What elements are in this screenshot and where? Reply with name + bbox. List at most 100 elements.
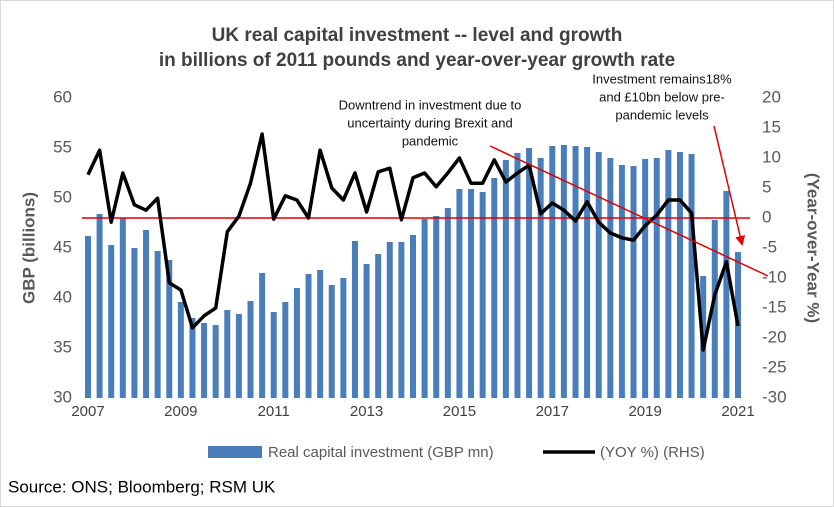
bar bbox=[386, 242, 393, 398]
y2-axis-label: (Year-over-Year %) bbox=[804, 173, 823, 323]
y-tick-label: 60 bbox=[53, 87, 72, 106]
bar bbox=[572, 146, 579, 398]
trend-arrow bbox=[489, 145, 769, 277]
bar bbox=[305, 274, 312, 398]
bar bbox=[85, 236, 91, 398]
x-tick-label: 2019 bbox=[628, 403, 661, 420]
bar bbox=[630, 166, 637, 398]
legend-label: Real capital investment (GBP mn) bbox=[268, 444, 494, 461]
bar bbox=[201, 323, 208, 398]
annotation: and £10bn below pre- bbox=[599, 89, 725, 104]
bar bbox=[398, 242, 405, 398]
x-tick-label: 2007 bbox=[71, 403, 104, 420]
chart-title: UK real capital investment -- level and … bbox=[212, 25, 623, 46]
x-tick-label: 2021 bbox=[721, 403, 754, 420]
y2-tick-label: -30 bbox=[762, 387, 787, 406]
y2-tick-label: -10 bbox=[762, 267, 787, 286]
bar bbox=[317, 270, 324, 398]
bar bbox=[212, 325, 219, 398]
y2-tick-label: 15 bbox=[762, 117, 781, 136]
annotation: Investment remains18% bbox=[592, 71, 732, 86]
bar bbox=[433, 216, 440, 398]
callout-arrow bbox=[713, 125, 746, 246]
y2-tick-label: 10 bbox=[762, 147, 781, 166]
bar bbox=[526, 148, 533, 398]
bar bbox=[96, 214, 103, 398]
y2-tick-label: 5 bbox=[762, 177, 771, 196]
x-tick-label: 2011 bbox=[258, 403, 290, 420]
bar bbox=[410, 235, 416, 398]
legend-label: (YOY %) (RHS) bbox=[600, 444, 705, 461]
y-tick-label: 55 bbox=[53, 137, 72, 156]
bar bbox=[351, 241, 358, 398]
annotation: Downtrend in investment due to bbox=[339, 97, 522, 112]
plot-area: 30354045505560-30-25-20-15-10-5051015202… bbox=[53, 87, 787, 419]
bar bbox=[340, 278, 347, 398]
y2-tick-label: -15 bbox=[762, 297, 787, 316]
x-tick-label: 2015 bbox=[443, 403, 476, 420]
y2-tick-label: -20 bbox=[762, 327, 787, 346]
y2-tick-label: -25 bbox=[762, 357, 787, 376]
bar bbox=[584, 147, 591, 398]
bar bbox=[328, 285, 335, 398]
bar bbox=[189, 318, 196, 398]
bar bbox=[479, 192, 486, 398]
bar bbox=[607, 158, 614, 398]
y2-tick-label: 20 bbox=[762, 87, 781, 106]
bar bbox=[502, 160, 509, 398]
legend-swatch bbox=[208, 446, 262, 458]
bar bbox=[468, 189, 475, 398]
bar bbox=[491, 178, 498, 398]
x-tick-label: 2009 bbox=[164, 403, 197, 420]
y-axis-label: GBP (billions) bbox=[19, 192, 38, 304]
bar bbox=[270, 312, 277, 398]
y2-tick-label: -5 bbox=[762, 237, 777, 256]
bar bbox=[665, 150, 672, 398]
bar bbox=[642, 159, 649, 398]
y-tick-label: 45 bbox=[53, 237, 72, 256]
bar bbox=[723, 191, 730, 398]
bar bbox=[711, 220, 718, 398]
bar bbox=[235, 314, 242, 398]
bar bbox=[259, 273, 266, 398]
bar bbox=[421, 219, 428, 398]
bar bbox=[653, 158, 660, 398]
bar bbox=[154, 251, 161, 398]
bar bbox=[537, 158, 544, 398]
bar bbox=[131, 248, 138, 398]
y2-tick-label: 0 bbox=[762, 207, 771, 226]
annotation: uncertainty during Brexit and bbox=[347, 115, 512, 130]
bar bbox=[456, 189, 463, 398]
annotation: pandemic bbox=[402, 133, 459, 148]
bar bbox=[247, 301, 254, 398]
line-series bbox=[86, 132, 740, 352]
bar bbox=[282, 302, 289, 398]
bar bbox=[688, 154, 695, 398]
bar bbox=[224, 310, 231, 398]
y-tick-label: 30 bbox=[53, 387, 72, 406]
bar bbox=[166, 260, 173, 398]
bar bbox=[444, 208, 451, 398]
bar bbox=[618, 165, 625, 398]
bar bbox=[108, 245, 115, 398]
chart-subtitle: in billions of 2011 pounds and year-over… bbox=[159, 50, 675, 71]
bar bbox=[549, 146, 556, 398]
bar bbox=[119, 218, 126, 398]
x-tick-label: 2017 bbox=[536, 403, 569, 420]
bar bbox=[363, 264, 370, 398]
annotation: pandemic levels bbox=[615, 107, 709, 122]
x-tick-label: 2013 bbox=[350, 403, 383, 420]
y-tick-label: 35 bbox=[53, 337, 72, 356]
y-tick-label: 40 bbox=[53, 287, 72, 306]
bar bbox=[560, 145, 567, 398]
bar bbox=[293, 288, 300, 398]
bar bbox=[375, 254, 382, 398]
bar bbox=[676, 152, 683, 398]
bar bbox=[177, 302, 184, 398]
bar bbox=[595, 152, 602, 398]
y-tick-label: 50 bbox=[53, 187, 72, 206]
bar bbox=[514, 153, 521, 398]
source: Source: ONS; Bloomberg; RSM UK bbox=[8, 477, 276, 496]
bar bbox=[143, 230, 150, 398]
